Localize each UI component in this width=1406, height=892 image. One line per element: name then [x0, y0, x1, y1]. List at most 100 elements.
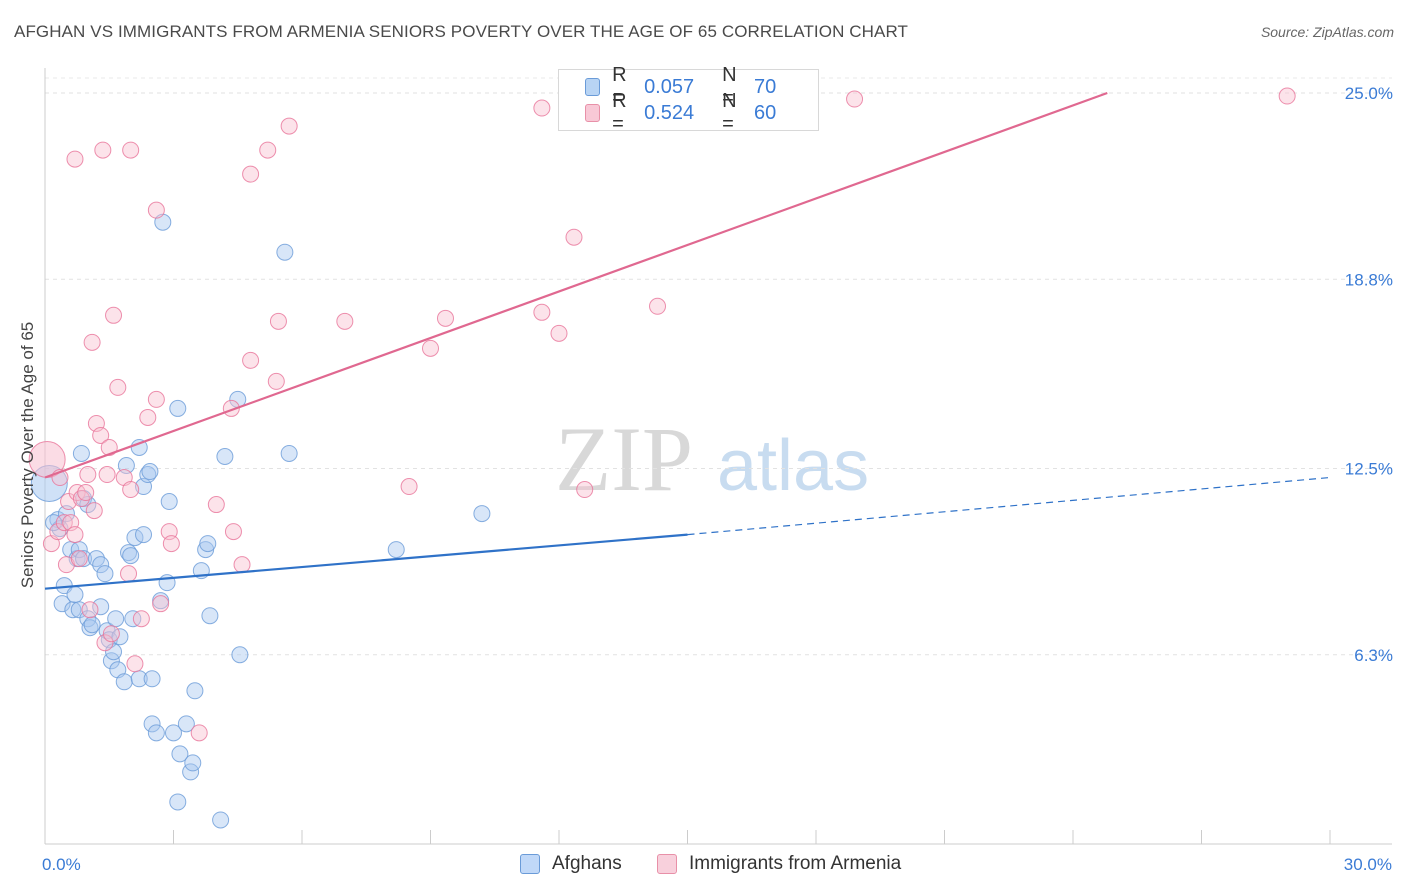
armenia-point [100, 438, 118, 456]
armenia-point [66, 526, 84, 544]
armenia-point [98, 466, 116, 484]
afghans-point [122, 547, 140, 565]
watermark: ZIP atlas [555, 408, 869, 510]
armenia-point [400, 478, 418, 496]
source-label: Source: ZipAtlas.com [1260, 24, 1394, 40]
legend-r-label: R = [612, 64, 627, 109]
armenia-point [649, 297, 667, 315]
armenia-point [105, 306, 123, 324]
armenia-point [565, 228, 583, 246]
legend-n-value: 70 [754, 75, 777, 98]
armenia-point [550, 324, 568, 342]
afghans-point [107, 610, 125, 628]
afghans-point [177, 715, 195, 733]
watermark-atlas: atlas [717, 426, 869, 506]
afghans-point [87, 550, 105, 568]
armenia-point [77, 484, 95, 502]
legend-row-armenia: R = 0.524 N = 60 [585, 90, 818, 135]
legend-swatch-armenia [585, 104, 601, 122]
armenia-point [576, 481, 594, 499]
armenia-point [259, 141, 277, 159]
armenia-point [85, 502, 103, 520]
armenia-point [81, 601, 99, 619]
afghans-point [96, 565, 114, 583]
armenia-point [70, 550, 88, 568]
armenia-point [533, 303, 551, 321]
armenia-point [96, 634, 114, 652]
legend-row-afghans: R = 0.057 N = 70 [585, 64, 818, 109]
armenia-point [126, 655, 144, 673]
armenia-point [102, 625, 120, 643]
afghans-point [66, 586, 84, 604]
y-tick-label: 18.8% [1345, 270, 1393, 289]
armenia-point [79, 466, 97, 484]
afghans-point [280, 444, 298, 462]
legend-label-afghans: Afghans [552, 853, 622, 874]
afghans-point [130, 438, 148, 456]
armenia-point [60, 493, 78, 511]
armenia-point [55, 514, 73, 532]
afghans-point [124, 610, 142, 628]
armenia-point [242, 165, 260, 183]
armenia-point [190, 724, 208, 742]
y-axis-label: Seniors Poverty Over the Age of 65 [18, 322, 37, 588]
y-tick-label: 25.0% [1345, 84, 1393, 103]
armenia-point [242, 351, 260, 369]
afghans-point [105, 643, 123, 661]
afghans-point [160, 493, 178, 511]
armenia-point [269, 312, 287, 330]
afghans-point [231, 646, 249, 664]
armenia-point [233, 556, 251, 574]
armenia-point [122, 481, 140, 499]
afghans-point [212, 811, 230, 829]
afghans-point [135, 526, 153, 544]
afghans-point [276, 243, 294, 261]
afghans-point [141, 463, 159, 481]
afghans-point [216, 447, 234, 465]
armenia-point [147, 390, 165, 408]
afghans-point [165, 724, 182, 742]
afghans-point [72, 444, 90, 462]
afghans-point [51, 520, 69, 538]
armenia-point [224, 523, 242, 541]
armenia-point [92, 426, 110, 444]
afghans-point [120, 544, 138, 562]
afghans-point [53, 595, 71, 613]
series-legend: Afghans Immigrants from Armenia [0, 852, 1406, 876]
afghans-point [169, 399, 187, 417]
armenia-point [66, 150, 84, 168]
legend-label-armenia: Immigrants from Armenia [689, 853, 902, 874]
armenia-point [207, 496, 225, 514]
afghans-point [92, 598, 110, 616]
tick-labels: 6.3% 12.5% 18.8% 25.0% 0.0% 30.0% [42, 84, 1393, 874]
legend-r-value: 0.524 [644, 101, 695, 124]
x-tick-label: 0.0% [42, 855, 81, 874]
armenia-point [162, 535, 180, 553]
legend-item-afghans[interactable]: Afghans [520, 852, 622, 876]
armenia-point [49, 523, 67, 541]
armenia-point [846, 90, 864, 108]
afghans-points [30, 213, 491, 829]
legend-n-value: 60 [754, 101, 777, 124]
armenia-point [1278, 87, 1296, 105]
armenia-point [83, 333, 101, 351]
correlation-legend: R = 0.057 N = 70 R = 0.524 N = 60 [558, 64, 819, 135]
armenia-point [109, 378, 127, 396]
afghans-point [81, 619, 99, 637]
afghans-point [387, 541, 405, 559]
armenia-point [132, 610, 150, 628]
armenia-point [436, 309, 454, 327]
afghans-point [83, 616, 101, 634]
armenia-trend-line [44, 91, 1108, 479]
armenia-point [120, 565, 138, 583]
chart-title: AFGHAN VS IMMIGRANTS FROM ARMENIA SENIOR… [14, 22, 909, 41]
afghans-point [473, 505, 491, 523]
afghans-point [186, 682, 204, 700]
armenia-point [267, 372, 285, 390]
y-tick-label: 12.5% [1345, 460, 1393, 479]
afghans-point [139, 466, 157, 484]
armenia-point [139, 408, 157, 426]
legend-item-armenia[interactable]: Immigrants from Armenia [657, 852, 901, 876]
legend-swatch-afghans [585, 78, 601, 96]
legend-r-label: R = [612, 90, 627, 135]
